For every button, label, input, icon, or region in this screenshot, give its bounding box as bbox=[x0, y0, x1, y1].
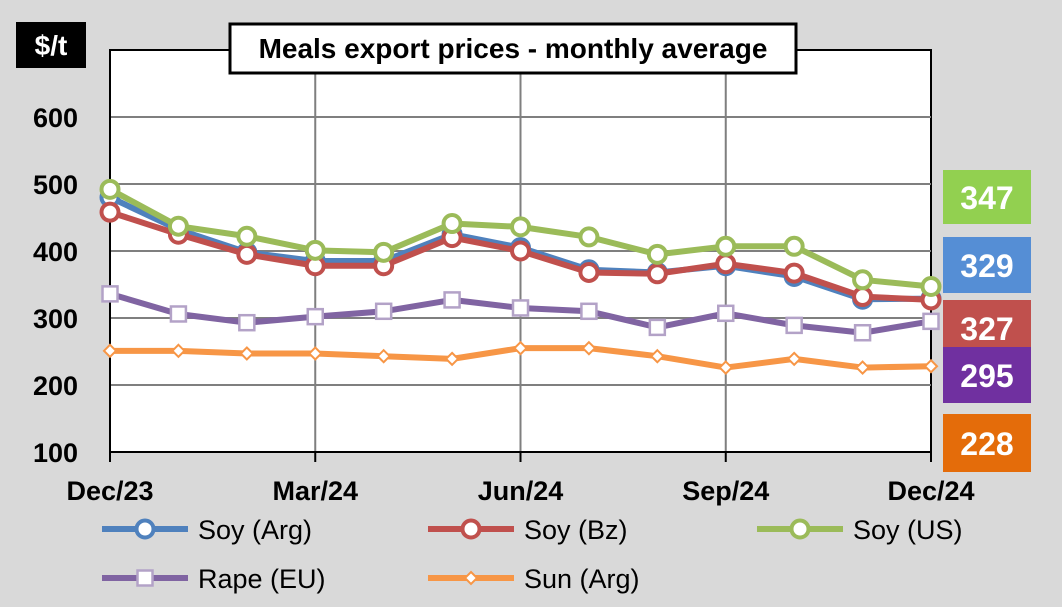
data-point bbox=[374, 302, 393, 321]
data-point bbox=[444, 351, 460, 367]
data-point bbox=[169, 305, 188, 323]
data-point bbox=[238, 313, 256, 332]
y-tick-label: 300 bbox=[33, 304, 78, 334]
tick-labels: 100 200 300 400 500 600 Dec/23 Mar/24 Jun/24 Sep/… bbox=[33, 103, 975, 506]
x-tick-label: Dec/23 bbox=[66, 476, 153, 506]
data-point bbox=[376, 348, 392, 364]
data-point bbox=[239, 346, 255, 361]
data-point bbox=[648, 318, 667, 337]
unit-label-box bbox=[16, 22, 86, 68]
legend-marker bbox=[460, 518, 482, 540]
data-point bbox=[236, 243, 258, 265]
end-badge bbox=[943, 347, 1031, 403]
end-badge-value: 228 bbox=[960, 426, 1013, 462]
legend-item: Soy (US) bbox=[757, 515, 963, 545]
end-badge-value: 327 bbox=[960, 311, 1013, 347]
legend-marker bbox=[136, 569, 154, 587]
legend-label: Rape (EU) bbox=[198, 564, 326, 594]
data-point bbox=[99, 201, 121, 223]
legend-marker bbox=[134, 518, 156, 540]
y-tick-label: 100 bbox=[33, 438, 78, 468]
end-badge bbox=[943, 170, 1031, 224]
series-rape-eu bbox=[101, 285, 940, 342]
data-point bbox=[649, 348, 665, 364]
end-badge bbox=[943, 414, 1031, 472]
legend-marker bbox=[463, 570, 479, 586]
legend-label: Soy (Bz) bbox=[524, 515, 628, 545]
end-badge-value: 329 bbox=[960, 248, 1013, 284]
data-point bbox=[783, 262, 805, 284]
y-tick-label: 400 bbox=[33, 237, 78, 267]
legend-item: Soy (Arg) bbox=[102, 515, 312, 545]
x-tick-label: Mar/24 bbox=[272, 476, 358, 506]
data-point bbox=[101, 285, 119, 303]
legend-marker bbox=[789, 518, 811, 540]
data-point bbox=[304, 239, 326, 261]
data-point bbox=[852, 286, 874, 308]
legend-label: Soy (Arg) bbox=[198, 515, 312, 545]
legend-label: Soy (US) bbox=[853, 515, 963, 545]
title-box bbox=[228, 22, 798, 75]
data-point bbox=[717, 304, 735, 323]
chart-title: Meals export prices - monthly average bbox=[259, 33, 768, 64]
x-tick-label: Sep/24 bbox=[682, 476, 769, 506]
x-tick-label: Jun/24 bbox=[478, 476, 564, 506]
y-tick-label: 200 bbox=[33, 371, 78, 401]
data-point bbox=[236, 225, 258, 247]
y-tick-label: 600 bbox=[33, 103, 78, 133]
y-tick-label: 500 bbox=[33, 170, 78, 200]
end-badge-value: 347 bbox=[960, 180, 1013, 216]
legend-label: Sun (Arg) bbox=[524, 564, 640, 594]
data-point bbox=[853, 323, 872, 342]
data-point bbox=[852, 269, 874, 291]
data-point bbox=[513, 340, 528, 356]
data-point bbox=[922, 312, 940, 331]
data-point bbox=[785, 316, 803, 335]
data-point bbox=[718, 360, 734, 375]
legend: Soy (Arg) Soy (Bz) Soy (US) Rape (EU) Sun (A… bbox=[102, 515, 963, 594]
series-sun-arg bbox=[102, 340, 939, 375]
data-point bbox=[510, 216, 531, 238]
data-point bbox=[306, 307, 324, 326]
data-point bbox=[715, 235, 737, 257]
data-point bbox=[646, 243, 668, 265]
data-point bbox=[511, 299, 530, 317]
data-point bbox=[855, 360, 870, 375]
data-point bbox=[171, 343, 186, 359]
data-point bbox=[373, 241, 395, 263]
x-tick-label: Dec/24 bbox=[887, 476, 974, 506]
data-point bbox=[581, 340, 597, 356]
data-point bbox=[510, 240, 531, 262]
end-value-badges: 347 329 327 295 228 bbox=[943, 170, 1031, 472]
data-point bbox=[443, 291, 461, 309]
data-point bbox=[715, 253, 737, 275]
series bbox=[99, 178, 942, 375]
data-point bbox=[580, 302, 598, 321]
end-badge bbox=[943, 237, 1031, 293]
legend-item: Sun (Arg) bbox=[428, 564, 640, 594]
data-point bbox=[167, 215, 189, 237]
legend-item: Rape (EU) bbox=[102, 564, 326, 594]
data-point bbox=[646, 263, 668, 285]
data-point bbox=[99, 178, 121, 200]
unit-label: $/t bbox=[35, 30, 68, 61]
data-point bbox=[783, 235, 805, 257]
data-point bbox=[786, 351, 802, 367]
end-badge-value: 295 bbox=[960, 358, 1013, 394]
data-point bbox=[578, 261, 600, 283]
legend-item: Soy (Bz) bbox=[428, 515, 628, 545]
data-point bbox=[923, 358, 939, 374]
data-point bbox=[578, 226, 600, 248]
series-soy-us bbox=[99, 178, 942, 298]
axes bbox=[109, 50, 932, 462]
end-badge bbox=[943, 300, 1031, 356]
data-point bbox=[920, 276, 942, 298]
data-point bbox=[102, 343, 118, 359]
data-point bbox=[307, 346, 323, 361]
data-point bbox=[441, 213, 463, 235]
